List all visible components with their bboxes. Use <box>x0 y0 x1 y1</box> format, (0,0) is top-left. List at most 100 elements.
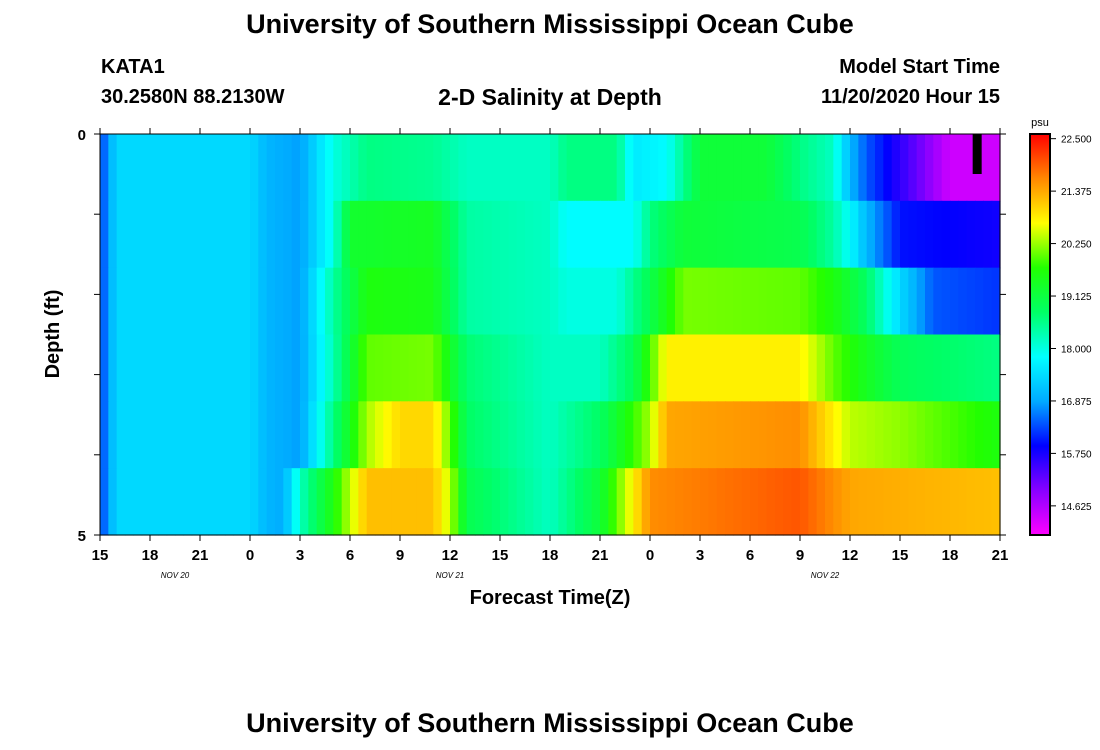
heatmap-cell <box>608 401 618 469</box>
heatmap-cell <box>708 401 718 469</box>
heatmap-cell <box>816 134 826 202</box>
heatmap-cell <box>591 401 601 469</box>
x-tick-label: 6 <box>746 547 754 564</box>
heatmap-cell <box>683 468 693 536</box>
x-tick-label: 15 <box>492 547 509 564</box>
heatmap-cell <box>850 334 859 402</box>
heatmap-cell <box>708 334 718 402</box>
heatmap-cell <box>475 200 484 269</box>
heatmap-cell <box>100 134 109 202</box>
heatmap-cell <box>641 200 651 269</box>
heatmap-cell <box>775 134 784 202</box>
heatmap-cell <box>758 267 768 336</box>
heatmap-cell <box>141 267 151 336</box>
heatmap-cell <box>183 401 193 469</box>
heatmap-cell <box>691 267 701 336</box>
heatmap-cell <box>916 200 926 269</box>
heatmap-cell <box>575 134 584 202</box>
heatmap-cell <box>150 134 159 202</box>
heatmap-cell <box>133 267 143 336</box>
x-tick-label: 6 <box>346 547 354 564</box>
heatmap-cell <box>791 267 801 336</box>
heatmap-cell <box>725 334 734 402</box>
heatmap-cell <box>191 334 201 402</box>
heatmap-cell <box>650 401 659 469</box>
heatmap-cell <box>566 134 576 202</box>
heatmap-cell <box>325 267 334 336</box>
heatmap-cell <box>116 134 126 202</box>
heatmap-cell <box>425 401 434 469</box>
heatmap-cell <box>158 200 168 269</box>
heatmap-cell <box>333 200 343 269</box>
heatmap-cell <box>683 267 693 336</box>
heatmap-cell <box>958 267 968 336</box>
heatmap-cell <box>441 267 451 336</box>
heatmap-cell <box>691 401 701 469</box>
heatmap-cell <box>208 334 218 402</box>
x-tick-label: 9 <box>396 547 404 564</box>
heatmap-cell <box>550 267 559 336</box>
heatmap-cell <box>216 468 226 536</box>
heatmap-cell <box>608 134 618 202</box>
heatmap-cell <box>433 134 443 202</box>
heatmap-cell <box>533 267 543 336</box>
heatmap-cell <box>183 334 193 402</box>
heatmap-cell <box>591 267 601 336</box>
heatmap-cell <box>383 200 393 269</box>
heatmap-cell <box>491 200 501 269</box>
heatmap-cell <box>858 267 868 336</box>
heatmap-cell <box>258 200 268 269</box>
heatmap-cell <box>133 468 143 536</box>
heatmap-cell <box>350 267 359 336</box>
heatmap-cell <box>291 468 301 536</box>
heatmap-cell <box>766 401 776 469</box>
heatmap-cell <box>125 401 134 469</box>
heatmap-cell <box>741 401 751 469</box>
heatmap-cell <box>191 468 201 536</box>
heatmap-cell <box>500 401 509 469</box>
heatmap-cell <box>525 267 534 336</box>
heatmap-cell <box>125 267 134 336</box>
heatmap-cell <box>350 334 359 402</box>
heatmap-cell <box>300 200 309 269</box>
x-date-label: NOV 20 <box>161 571 190 580</box>
heatmap-cell <box>358 401 368 469</box>
heatmap-cell <box>616 334 626 402</box>
heatmap-cell <box>191 200 201 269</box>
heatmap-cell <box>458 468 468 536</box>
heatmap-cell <box>266 134 276 202</box>
x-axis-label: Forecast Time(Z) <box>470 587 631 609</box>
heatmap-cell <box>625 267 634 336</box>
heatmap-cell <box>225 401 234 469</box>
heatmap-cell <box>933 200 943 269</box>
heatmap-cell <box>225 334 234 402</box>
heatmap-cell <box>900 334 909 402</box>
heatmap-cell <box>550 468 559 536</box>
heatmap-cell <box>708 468 718 536</box>
heatmap-cell <box>766 200 776 269</box>
heatmap-cell <box>841 468 851 536</box>
heatmap-cell <box>758 401 768 469</box>
heatmap-cell <box>725 200 734 269</box>
heatmap-cell <box>475 267 484 336</box>
heatmap-cell <box>250 334 259 402</box>
heatmap-cell <box>666 134 676 202</box>
heatmap-cell <box>283 267 293 336</box>
heatmap-cell <box>200 334 209 402</box>
heatmap-cell <box>883 200 893 269</box>
heatmap-cell <box>908 468 918 536</box>
heatmap-cell <box>308 334 318 402</box>
heatmap-cell <box>483 200 493 269</box>
heatmap-cell <box>875 134 884 202</box>
heatmap-cell <box>408 134 418 202</box>
heatmap-cell <box>558 200 568 269</box>
heatmap-cell <box>700 334 709 402</box>
heatmap-cell <box>491 267 501 336</box>
x-tick-label: 18 <box>942 547 959 564</box>
heatmap-cell <box>641 401 651 469</box>
heatmap-cell <box>541 200 551 269</box>
heatmap-cell <box>875 468 884 536</box>
heatmap-cell <box>258 468 268 536</box>
colorbar-ticks: 22.500 21.375 20.250 19.125 18.000 16.875 15.7… <box>1050 135 1092 513</box>
heatmap-cell <box>191 267 201 336</box>
